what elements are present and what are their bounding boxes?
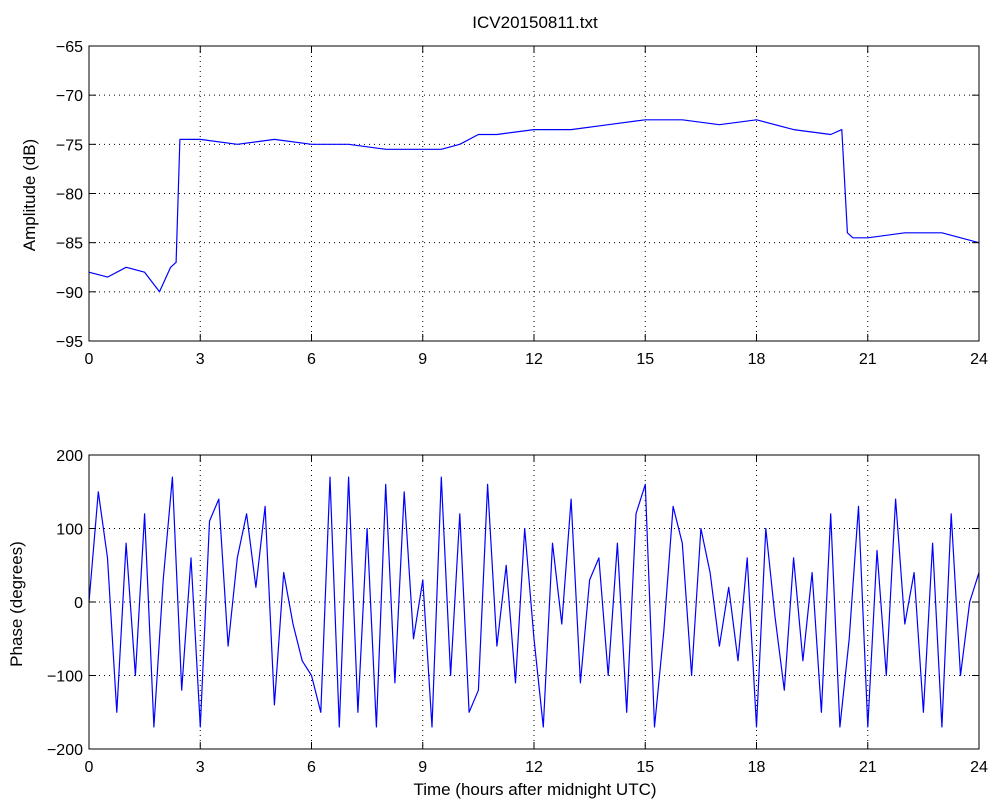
- amplitude-y-tick-label: −85: [56, 236, 83, 253]
- phase-x-tick-label: 6: [307, 759, 316, 776]
- phase-x-tick-label: 0: [85, 759, 94, 776]
- amplitude-chart-title: ICV20150811.txt: [472, 13, 598, 32]
- phase-y-tick-label: −200: [47, 742, 83, 759]
- phase-y-ticks: 200 100 0 −100 −200: [47, 448, 979, 759]
- amplitude-y-tick-label: −90: [56, 285, 83, 302]
- amplitude-series: [88, 119, 980, 293]
- amplitude-x-tick-label: 6: [307, 351, 316, 368]
- phase-y-tick-label: 0: [74, 595, 83, 612]
- phase-x-tick-label: 24: [970, 759, 988, 776]
- amplitude-y-ticks: −65 −70 −75 −80 −85 −90 −95: [56, 39, 979, 351]
- phase-y-tick-label: 200: [56, 448, 83, 465]
- amplitude-x-tick-label: 0: [85, 351, 94, 368]
- phase-x-tick-label: 12: [525, 759, 543, 776]
- phase-chart: 0 3 6 9 12 15 18 21 24 200 100 0 −100 −200 Phase (de…: [7, 448, 988, 799]
- amplitude-chart: ICV20150811.txt 0 3 6 9 12 15 18 21 24 −65 −70 −75…: [20, 13, 988, 368]
- phase-x-ticks: 0 3 6 9 12 15 18 21 24: [85, 455, 988, 776]
- amplitude-gridlines: [89, 46, 979, 341]
- amplitude-x-tick-label: 24: [970, 351, 988, 368]
- amplitude-y-tick-label: −95: [56, 334, 83, 351]
- amplitude-y-tick-label: −70: [56, 88, 83, 105]
- amplitude-x-tick-label: 15: [636, 351, 654, 368]
- amplitude-x-tick-label: 21: [859, 351, 877, 368]
- amplitude-x-tick-label: 18: [748, 351, 766, 368]
- phase-x-tick-label: 15: [636, 759, 654, 776]
- phase-x-tick-label: 18: [748, 759, 766, 776]
- amplitude-y-tick-label: −80: [56, 187, 83, 204]
- amplitude-series-line: [88, 119, 980, 293]
- amplitude-x-ticks: 0 3 6 9 12 15 18 21 24: [85, 46, 988, 368]
- phase-series-line: [88, 476, 980, 728]
- amplitude-y-axis-label: Amplitude (dB): [20, 139, 39, 251]
- amplitude-y-tick-label: −65: [56, 39, 83, 56]
- amplitude-x-tick-label: 3: [196, 351, 205, 368]
- amplitude-y-tick-label: −75: [56, 137, 83, 154]
- amplitude-x-tick-label: 12: [525, 351, 543, 368]
- phase-y-axis-label: Phase (degrees): [7, 541, 26, 667]
- phase-x-tick-label: 9: [418, 759, 427, 776]
- phase-x-tick-label: 3: [196, 759, 205, 776]
- phase-series: [88, 476, 980, 728]
- amplitude-x-tick-label: 9: [418, 351, 427, 368]
- phase-x-axis-label: Time (hours after midnight UTC): [413, 780, 656, 799]
- phase-x-tick-label: 21: [859, 759, 877, 776]
- phase-y-tick-label: −100: [47, 669, 83, 686]
- phase-gridlines: [89, 455, 979, 749]
- phase-y-tick-label: 100: [56, 522, 83, 539]
